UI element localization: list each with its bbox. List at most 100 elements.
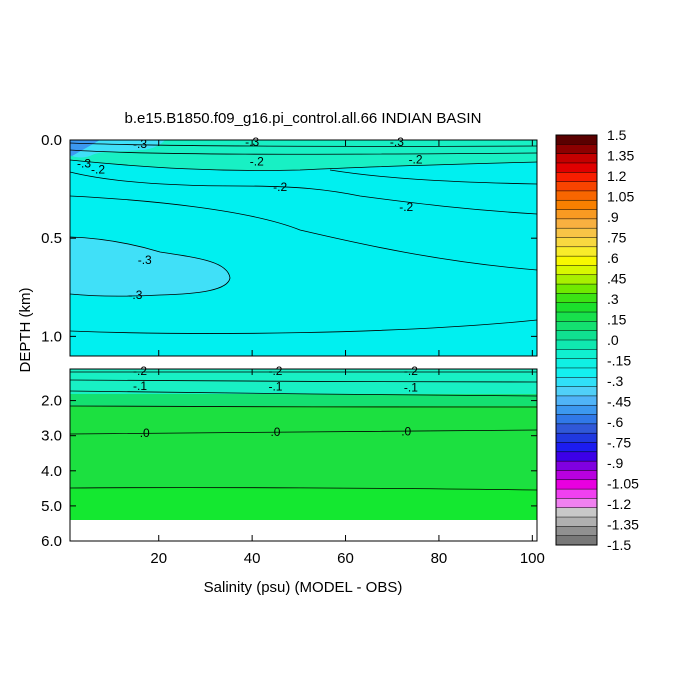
colorbar-label: -.3 — [607, 373, 624, 389]
contour-label: -.2 — [268, 364, 282, 378]
colorbar-swatch — [556, 414, 597, 425]
contour-label: -.1 — [404, 380, 418, 394]
colorbar-swatch — [556, 340, 597, 350]
colorbar — [555, 134, 598, 546]
colorbar-frame — [555, 134, 598, 546]
colorbar-swatch — [556, 423, 597, 434]
contour-label: .0 — [270, 425, 280, 439]
colorbar-swatch — [556, 284, 597, 294]
colorbar-swatch — [556, 517, 597, 527]
contour-line — [329, 169, 538, 185]
colorbar-swatch — [556, 265, 597, 276]
contour-label: -.3 — [138, 253, 152, 267]
colorbar-swatch — [556, 144, 597, 155]
contour-line — [69, 390, 538, 397]
colorbar-swatch — [556, 330, 597, 341]
contour-label: -.2 — [250, 155, 264, 169]
contour-line — [69, 405, 538, 408]
lower-green-mid — [70, 406, 537, 488]
contour-label: -.3 — [245, 135, 259, 149]
y-tick-label: 1.0 — [41, 328, 62, 345]
y-tick-label: 0.0 — [41, 132, 62, 149]
colorbar-swatch — [556, 172, 597, 182]
colorbar-swatch — [556, 246, 597, 257]
contour-label: .0 — [140, 426, 150, 440]
upper-panel — [69, 139, 538, 357]
colorbar-swatch — [556, 237, 597, 248]
colorbar-swatch — [556, 535, 597, 546]
x-tick-label: 60 — [337, 550, 354, 567]
colorbar-swatch — [556, 442, 597, 453]
colorbar-label: 1.05 — [607, 189, 634, 205]
contour-label: -.3 — [77, 157, 91, 171]
colorbar-label: -1.05 — [607, 476, 639, 492]
colorbar-swatch — [556, 489, 597, 499]
y-tick-label: 5.0 — [41, 498, 62, 515]
colorbar-label: -.15 — [607, 353, 631, 369]
contour-line — [69, 429, 538, 435]
colorbar-label: -1.2 — [607, 496, 631, 512]
colorbar-swatch — [556, 470, 597, 481]
colorbar-swatch — [556, 367, 597, 378]
contour-label: -.2 — [133, 364, 147, 378]
y-tick-label: 3.0 — [41, 428, 62, 445]
contour-label: -.2 — [273, 180, 287, 194]
contour-line — [69, 159, 538, 171]
colorbar-label: -.9 — [607, 455, 624, 471]
colorbar-label: 1.5 — [607, 127, 627, 143]
colorbar-swatch — [556, 153, 597, 164]
colorbar-swatch — [556, 135, 597, 145]
colorbar-swatch — [556, 218, 597, 229]
colorbar-swatch — [556, 312, 597, 322]
contour-label: -.3 — [128, 288, 142, 302]
contour-line — [69, 149, 538, 155]
colorbar-label: 1.2 — [607, 168, 627, 184]
contour-line — [69, 142, 538, 147]
contour-line — [69, 171, 538, 215]
colorbar-label: -1.5 — [607, 537, 631, 553]
colorbar-swatch — [556, 386, 597, 397]
y-tick-label: 2.0 — [41, 393, 62, 410]
colorbar-swatch — [556, 349, 597, 360]
contour-label: -.1 — [133, 379, 147, 393]
colorbar-swatch — [556, 200, 597, 210]
colorbar-swatch — [556, 405, 597, 415]
contour-label: -.1 — [268, 380, 282, 394]
contour-line — [69, 195, 538, 271]
contour-label: -.2 — [404, 364, 418, 378]
colorbar-label: 1.35 — [607, 148, 634, 164]
colorbar-swatch — [556, 228, 597, 238]
contour-line — [69, 236, 231, 297]
colorbar-label: .6 — [607, 250, 619, 266]
colorbar-label: .9 — [607, 209, 619, 225]
chart-title: b.e15.B1850.f09_g16.pi_control.all.66 IN… — [125, 110, 482, 127]
colorbar-swatch — [556, 293, 597, 304]
colorbar-label: .45 — [607, 271, 627, 287]
x-tick-label: 20 — [150, 550, 167, 567]
colorbar-swatch — [556, 256, 597, 266]
colorbar-label: -1.35 — [607, 517, 639, 533]
colorbar-label: .0 — [607, 332, 619, 348]
colorbar-swatch — [556, 321, 597, 332]
y-tick-label: 0.5 — [41, 230, 62, 247]
upper-background — [70, 140, 537, 356]
colorbar-swatch — [556, 209, 597, 220]
colorbar-label: -.6 — [607, 414, 624, 430]
x-tick-label: 100 — [520, 550, 545, 567]
colorbar-swatch — [556, 451, 597, 462]
colorbar-swatch — [556, 479, 597, 490]
colorbar-swatch — [556, 507, 597, 518]
colorbar-label: .75 — [607, 230, 627, 246]
colorbar-label: -.75 — [607, 435, 631, 451]
colorbar-swatch — [556, 526, 597, 537]
x-tick-label: 40 — [244, 550, 261, 567]
colorbar-label: .3 — [607, 291, 619, 307]
teal-band-upper — [70, 140, 537, 171]
upper-panel-frame — [69, 139, 538, 357]
x-axis-label: Salinity (psu) (MODEL - OBS) — [204, 579, 403, 596]
lower-green-deep — [70, 488, 537, 520]
contour-label: -.2 — [409, 153, 423, 167]
colorbar-swatch — [556, 498, 597, 509]
colorbar-swatch — [556, 274, 597, 285]
